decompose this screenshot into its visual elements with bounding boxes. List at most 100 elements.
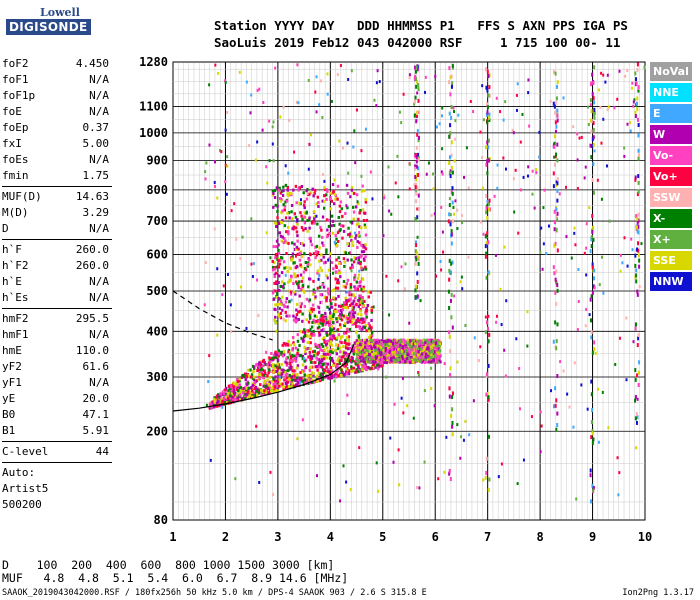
echo-point [276, 302, 279, 306]
echo-point [554, 155, 557, 159]
echo-point [323, 376, 327, 380]
echo-point [401, 376, 404, 380]
echo-point [267, 361, 271, 365]
echo-point [283, 378, 286, 382]
echo-point [346, 258, 349, 262]
echo-point [273, 376, 277, 380]
echo-point [334, 242, 338, 246]
echo-point [562, 96, 565, 100]
echo-point [316, 351, 320, 355]
echo-point [292, 314, 295, 318]
echo-point [590, 379, 593, 384]
echo-point [618, 69, 621, 73]
echo-point [441, 106, 444, 110]
echo-point [451, 170, 454, 175]
echo-point [344, 331, 348, 335]
echo-point [424, 358, 427, 362]
echo-point [282, 385, 286, 389]
echo-point [376, 353, 379, 357]
echo-point [341, 303, 344, 307]
echo-point [264, 390, 268, 394]
echo-point [347, 335, 351, 339]
echo-point [280, 220, 283, 224]
echo-point [224, 163, 227, 167]
echo-point [341, 373, 344, 377]
echo-point [324, 362, 328, 366]
echo-point [591, 350, 594, 355]
echo-point [350, 185, 354, 189]
echo-point [342, 284, 345, 288]
echo-point [428, 355, 431, 359]
echo-point [576, 132, 579, 136]
echo-point [449, 476, 452, 481]
echo-point [453, 212, 456, 216]
echo-point [598, 283, 601, 287]
echo-point [312, 331, 315, 335]
echo-point [553, 209, 556, 214]
param-row: h`Es N/A [2, 290, 112, 306]
param-value: 5.00 [82, 137, 110, 150]
echo-point [556, 142, 559, 147]
echo-point [591, 408, 594, 413]
echo-point [307, 167, 310, 171]
echo-point [484, 330, 487, 335]
echo-point [263, 373, 266, 377]
echo-point [332, 288, 336, 292]
echo-point [232, 390, 236, 394]
echo-point [638, 285, 641, 289]
echo-point [264, 385, 267, 389]
param-value: 44 [95, 445, 109, 458]
echo-point [600, 255, 603, 259]
echo-point [294, 292, 297, 296]
echo-point [273, 273, 276, 277]
echo-point [329, 298, 332, 302]
echo-point [379, 348, 383, 352]
echo-point [345, 302, 348, 306]
echo-point [288, 352, 291, 356]
echo-point [355, 357, 358, 361]
echo-point [287, 378, 290, 382]
echo-point [358, 211, 361, 215]
echo-point [311, 320, 314, 324]
echo-point [370, 318, 373, 322]
echo-point [359, 294, 362, 298]
echo-point [486, 110, 489, 115]
echo-point [279, 316, 283, 320]
echo-point [370, 355, 374, 359]
echo-point [326, 235, 329, 239]
echo-point [319, 365, 323, 369]
echo-point [275, 225, 278, 229]
echo-point [448, 111, 451, 116]
echo-point [556, 181, 559, 186]
echo-point [355, 368, 358, 372]
echo-point [415, 177, 418, 182]
echo-point [299, 381, 302, 385]
echo-point [306, 264, 309, 268]
echo-point [287, 340, 290, 344]
echo-point [388, 348, 392, 352]
echo-point [298, 294, 301, 298]
echo-point [321, 377, 325, 381]
echo-point [430, 387, 433, 391]
echo-point [336, 231, 340, 235]
echo-point [441, 172, 444, 176]
echo-point [229, 396, 232, 400]
echo-point [574, 243, 577, 247]
echo-point [291, 255, 294, 259]
echo-point [554, 320, 557, 325]
echo-point [316, 286, 319, 290]
echo-point [307, 373, 310, 377]
echo-point [261, 373, 264, 377]
echo-point [556, 423, 559, 428]
echo-point [246, 389, 250, 393]
echo-point [321, 359, 324, 363]
echo-point [379, 345, 382, 349]
echo-point [357, 305, 360, 309]
echo-point [292, 225, 295, 229]
echo-point [593, 268, 596, 273]
echo-point [430, 345, 434, 349]
echo-point [542, 206, 545, 210]
echo-point [449, 222, 452, 227]
echo-point [351, 356, 354, 360]
echo-point [422, 342, 425, 346]
